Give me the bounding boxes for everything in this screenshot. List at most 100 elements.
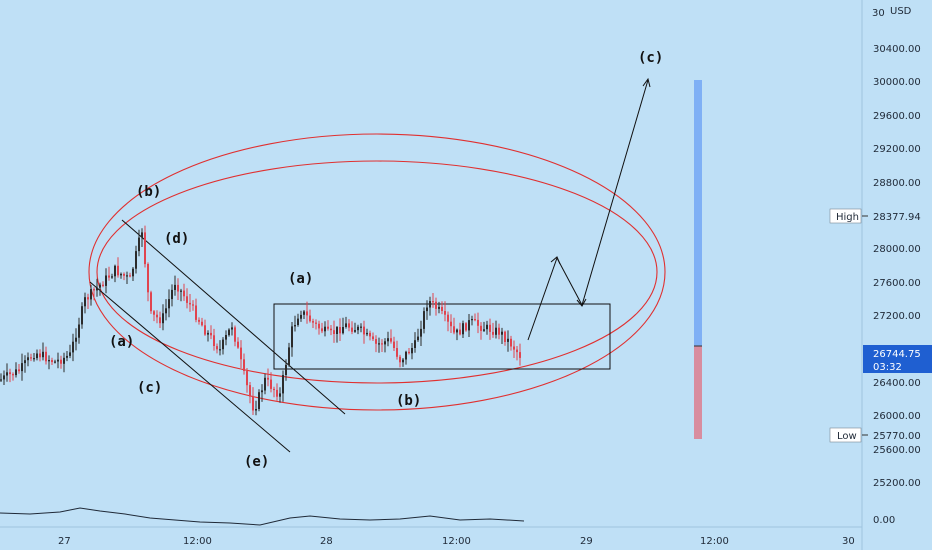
candle-body — [186, 296, 188, 303]
candle-body — [147, 264, 149, 293]
projection-arrow-up — [550, 256, 561, 265]
candle-body — [243, 359, 245, 371]
volume-line — [0, 507, 525, 526]
candle-body — [15, 369, 17, 376]
candle-body — [429, 301, 431, 308]
candle-body — [459, 329, 461, 335]
candle-body — [138, 237, 140, 252]
candle-body — [174, 284, 176, 290]
high-label: High — [836, 212, 859, 223]
projection-path[interactable] — [527, 79, 649, 341]
candle-body — [135, 251, 137, 269]
candle-body — [372, 336, 374, 340]
candle-body — [417, 336, 419, 341]
candle-body — [450, 321, 452, 327]
low-value: 25770.00 — [873, 431, 921, 442]
candle-body — [483, 329, 485, 331]
candle-body — [87, 297, 89, 300]
candle-body — [282, 375, 284, 394]
price-tick: 28800.00 — [873, 178, 921, 189]
candle-body — [30, 357, 32, 359]
channel-line-upper[interactable] — [121, 219, 346, 415]
candle-body — [150, 292, 152, 312]
ellipse-inner[interactable] — [96, 160, 658, 384]
price-tick: 25200.00 — [873, 478, 921, 489]
time-tick: 28 — [320, 536, 333, 547]
candle-body — [474, 319, 476, 321]
candle-body — [312, 321, 314, 323]
candle-body — [276, 389, 278, 397]
candle-body — [504, 331, 506, 342]
candle-body — [69, 352, 71, 356]
wave-label-b-upper: (b) — [136, 184, 161, 200]
bar-countdown: 03:32 — [873, 362, 902, 373]
candle-body — [117, 265, 119, 276]
candle-body — [213, 335, 215, 346]
candle-body — [516, 349, 518, 353]
candle-body — [384, 341, 386, 345]
candle-body — [18, 369, 20, 372]
candle-body — [210, 332, 212, 336]
range-bar-upper[interactable] — [694, 80, 702, 346]
candle-body — [297, 318, 299, 325]
candle-body — [267, 377, 269, 380]
candle-body — [246, 371, 248, 386]
time-tick: 29 — [580, 536, 593, 547]
candle-body — [222, 339, 224, 350]
candle-body — [114, 265, 116, 277]
candle-body — [27, 357, 29, 361]
candle-body — [444, 311, 446, 315]
candle-body — [471, 319, 473, 321]
channel-line-lower[interactable] — [89, 281, 291, 453]
currency-label[interactable]: USD — [890, 6, 912, 17]
candle-body — [60, 359, 62, 364]
price-tick: 29200.00 — [873, 144, 921, 155]
candle-body — [261, 390, 263, 393]
candle-body — [342, 327, 344, 334]
volume-tick: 0.00 — [873, 515, 895, 526]
candle-body — [477, 319, 479, 326]
wave-label-e: (e) — [244, 454, 269, 470]
projection-arrow-target — [642, 77, 651, 88]
candle-body — [180, 290, 182, 292]
candle-body — [351, 327, 353, 332]
ellipse-outer[interactable] — [88, 133, 666, 411]
candle-body — [330, 328, 332, 331]
candle-body — [177, 284, 179, 292]
candle-body — [63, 357, 65, 364]
candle-body — [225, 335, 227, 340]
candle-body — [84, 297, 86, 307]
candle-body — [369, 332, 371, 337]
high-value: 28377.94 — [873, 212, 921, 223]
low-label: Low — [837, 431, 857, 442]
price-tick: 26000.00 — [873, 411, 921, 422]
candle-body — [21, 363, 23, 372]
candle-body — [399, 356, 401, 363]
last-price-label: 26744.75 03:32 — [863, 345, 932, 373]
candle-body — [24, 360, 26, 364]
candle-body — [441, 306, 443, 311]
candle-body — [285, 364, 287, 375]
candle-body — [387, 338, 389, 342]
candle-body — [453, 326, 455, 333]
candle-body — [414, 340, 416, 348]
price-tick: 29600.00 — [873, 111, 921, 122]
candle-body — [75, 337, 77, 342]
candle-body — [132, 268, 134, 277]
price-tick-top-partial: 30 — [872, 8, 885, 19]
candle-body — [513, 346, 515, 350]
candle-body — [420, 328, 422, 337]
candle-body — [315, 322, 317, 324]
candle-body — [9, 372, 11, 375]
candle-body — [105, 275, 107, 286]
candle-body — [228, 329, 230, 336]
candle-body — [45, 351, 47, 362]
candle-body — [96, 287, 98, 291]
low-marker: Low 25770.00 — [829, 427, 921, 443]
candle-body — [162, 313, 164, 324]
candle-body — [33, 358, 35, 360]
candle-body — [252, 396, 254, 411]
candle-body — [438, 306, 440, 309]
range-bar-lower[interactable] — [694, 346, 702, 439]
